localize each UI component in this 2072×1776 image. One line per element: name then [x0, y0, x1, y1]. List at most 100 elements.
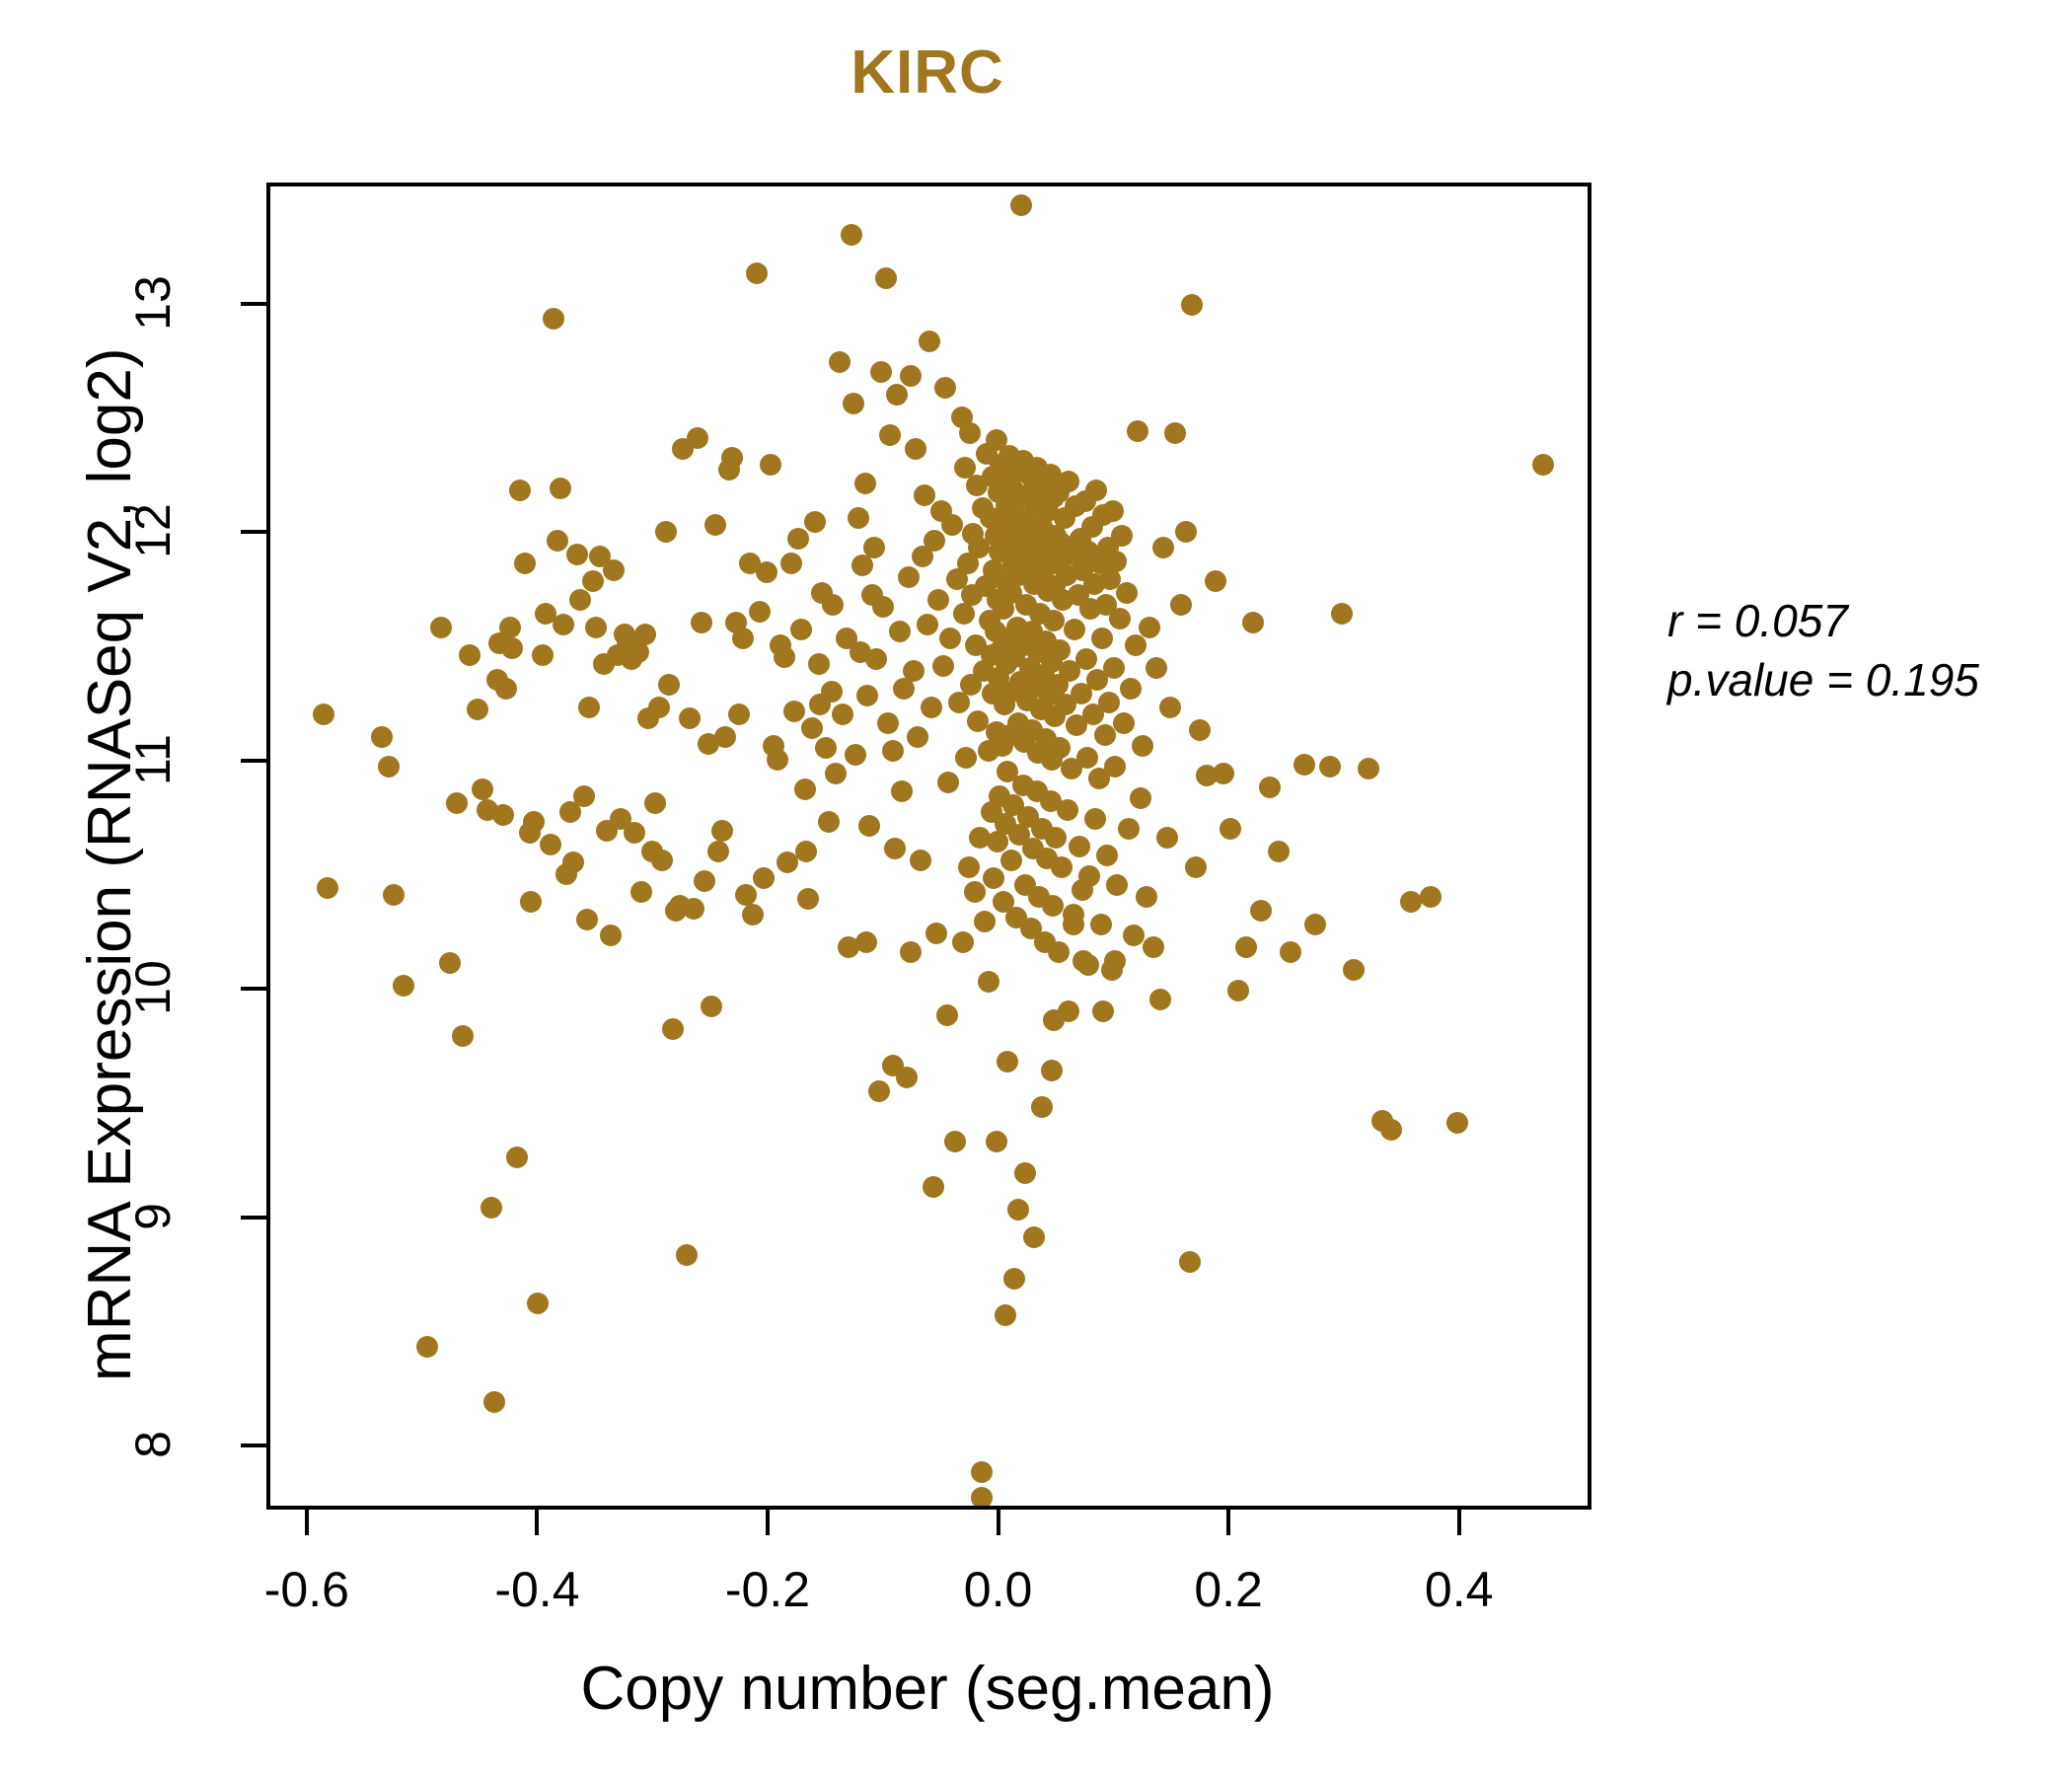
scatter-point [900, 365, 923, 388]
scatter-point [941, 513, 964, 536]
scatter-point [1003, 1267, 1026, 1290]
scatter-point [936, 772, 959, 794]
scatter-point [1091, 628, 1114, 650]
scatter-point [958, 422, 981, 445]
scatter-point [651, 849, 674, 871]
scatter-point [1031, 1095, 1054, 1118]
x-tick-mark [1456, 1510, 1461, 1535]
scatter-point [1178, 1251, 1201, 1274]
scatter-point [759, 454, 781, 477]
scatter-point [1077, 954, 1100, 977]
scatter-point [804, 511, 827, 534]
scatter-point [1175, 520, 1198, 543]
scatter-point [1039, 789, 1062, 812]
scatter-point [1095, 845, 1118, 867]
scatter-point [576, 909, 599, 931]
scatter-point [1267, 840, 1290, 862]
scatter-point [779, 552, 802, 574]
scatter-point [1142, 935, 1164, 958]
scatter-point [505, 1146, 528, 1168]
scatter-point [888, 621, 911, 643]
scatter-point [1242, 612, 1265, 634]
scatter-point [986, 831, 1008, 853]
scatter-point [797, 888, 820, 911]
scatter-point [572, 785, 595, 808]
scatter-point [854, 931, 877, 954]
scatter-point [1152, 536, 1175, 558]
scatter-point [1293, 753, 1315, 776]
scatter-point [956, 552, 979, 574]
scatter-point [1155, 826, 1178, 849]
x-tick-mark [766, 1510, 770, 1535]
scatter-point [1111, 525, 1134, 548]
scatter-point [867, 1079, 890, 1102]
scatter-point [439, 952, 462, 975]
scatter-point [985, 428, 1007, 451]
scatter-point [954, 456, 977, 479]
scatter-point [851, 555, 874, 577]
scatter-point [756, 561, 778, 584]
x-tick-label: -0.4 [494, 1562, 580, 1617]
pvalue-value: p.value = 0.195 [1667, 653, 1979, 705]
scatter-point [935, 1004, 958, 1027]
scatter-point [1043, 609, 1066, 631]
scatter-point [1047, 940, 1070, 963]
scatter-point [1106, 874, 1129, 897]
scatter-point [749, 600, 772, 623]
plot-area [266, 183, 1591, 1510]
scatter-point [1048, 737, 1071, 760]
x-tick-label: -0.6 [263, 1562, 349, 1617]
scatter-point [1139, 616, 1161, 638]
scatter-point [807, 652, 830, 675]
scatter-point [951, 931, 974, 954]
scatter-point [687, 426, 709, 449]
scatter-point [697, 732, 719, 755]
scatter-point [869, 360, 892, 383]
scatter-point [999, 849, 1022, 871]
scatter-point [731, 628, 754, 650]
scatter-point [886, 383, 909, 406]
scatter-point [1226, 979, 1249, 1001]
scatter-point [562, 851, 585, 874]
scatter-point [735, 883, 758, 906]
scatter-point [840, 223, 862, 246]
scatter-point [1420, 885, 1442, 908]
scatter-point [922, 1175, 944, 1198]
scatter-point [415, 1336, 438, 1358]
scatter-point [946, 568, 969, 591]
scatter-point [565, 543, 588, 565]
scatter-point [558, 801, 581, 824]
scatter-point [1006, 1199, 1029, 1221]
scatter-point [795, 840, 818, 862]
scatter-point [939, 628, 962, 650]
scatter-point [925, 922, 947, 944]
scatter-point [957, 855, 980, 878]
scatter-point [953, 602, 976, 625]
scatter-point [1304, 913, 1327, 935]
scatter-point [1090, 913, 1112, 935]
scatter-point [535, 602, 557, 625]
scatter-point [881, 1055, 904, 1077]
scatter-point [902, 659, 925, 682]
scatter-point [1101, 499, 1124, 522]
scatter-point [647, 696, 670, 718]
scatter-point [1068, 836, 1090, 858]
scatter-point [539, 833, 561, 855]
scatter-point [900, 940, 923, 963]
scatter-point [624, 822, 646, 845]
scatter-point [317, 876, 339, 899]
scatter-point [459, 643, 481, 666]
scatter-point [800, 716, 823, 739]
scatter-point [1118, 817, 1141, 840]
scatter-point [498, 616, 521, 638]
scatter-point [1319, 756, 1342, 777]
scatter-point [603, 558, 625, 581]
scatter-point [467, 699, 489, 721]
scatter-point [1093, 723, 1116, 746]
scatter-point [714, 725, 737, 748]
scatter-point [881, 739, 904, 762]
scatter-point [745, 261, 768, 284]
scatter-point [790, 619, 813, 641]
scatter-point [948, 692, 971, 714]
scatter-point [818, 810, 841, 833]
